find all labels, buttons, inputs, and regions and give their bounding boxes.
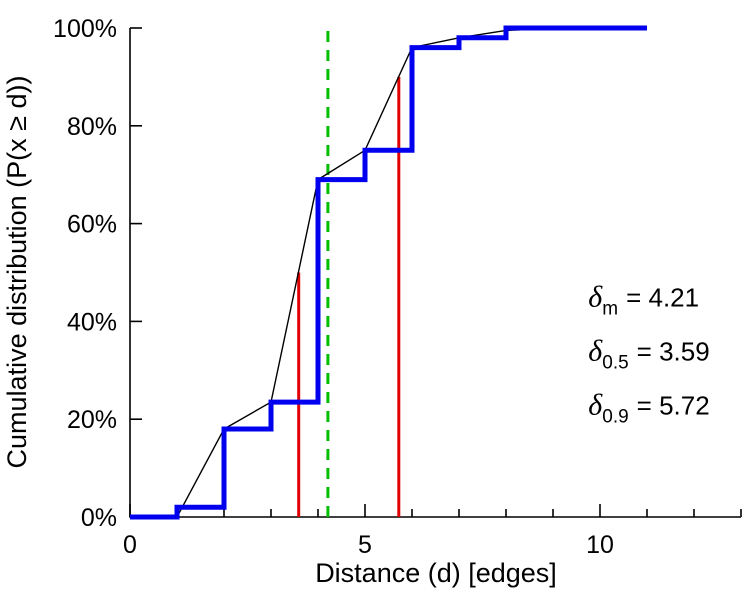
x-tick-labels: 0 5 10: [123, 531, 614, 559]
delta-mean-annotation: δm = 4.21: [588, 281, 699, 320]
svg-text:60%: 60%: [67, 211, 117, 239]
svg-text:100%: 100%: [53, 15, 117, 43]
svg-text:80%: 80%: [67, 113, 117, 141]
y-axis-label: Cumulative distribution (P(x ≥ d)): [2, 76, 32, 469]
svg-text:0%: 0%: [81, 504, 117, 532]
delta-p90-annotation: δ0.9 = 5.72: [588, 388, 709, 427]
x-axis-label: Distance (d) [edges]: [315, 558, 557, 588]
svg-text:10: 10: [586, 531, 614, 559]
svg-text:5: 5: [358, 531, 372, 559]
x-axis-ticks: [129, 504, 742, 517]
empirical-cdf-step: [130, 25, 647, 520]
svg-text:0: 0: [123, 531, 137, 559]
svg-text:20%: 20%: [67, 406, 117, 434]
svg-text:40%: 40%: [67, 308, 117, 336]
y-tick-labels: 0% 20% 40% 60% 80% 100%: [53, 15, 117, 532]
y-axis-ticks: [130, 27, 142, 518]
delta-median-annotation: δ0.5 = 3.59: [588, 335, 709, 374]
